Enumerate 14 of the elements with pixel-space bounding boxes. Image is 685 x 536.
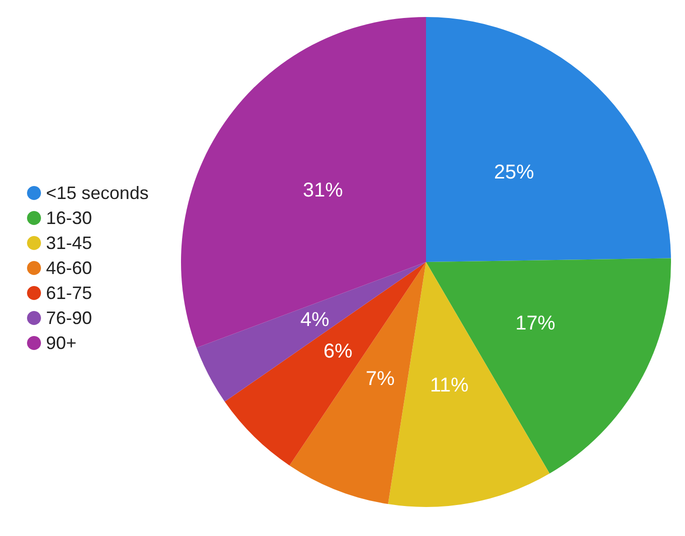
- data-label: 25%: [494, 162, 534, 184]
- data-label: 7%: [366, 368, 395, 390]
- legend-label: 31-45: [46, 233, 92, 253]
- data-label: 31%: [302, 179, 344, 202]
- legend-label: 90+: [46, 333, 77, 353]
- data-label: 17%: [515, 312, 556, 335]
- data-label: 11%: [430, 374, 469, 396]
- legend-label: 16-30: [46, 208, 92, 228]
- legend-label: 61-75: [46, 283, 92, 303]
- legend-label: <15 seconds: [46, 183, 149, 203]
- legend-label: 46-60: [46, 258, 92, 278]
- data-label: 4%: [300, 309, 330, 332]
- legend-label: 76-90: [46, 308, 92, 328]
- data-label: 6%: [324, 340, 353, 362]
